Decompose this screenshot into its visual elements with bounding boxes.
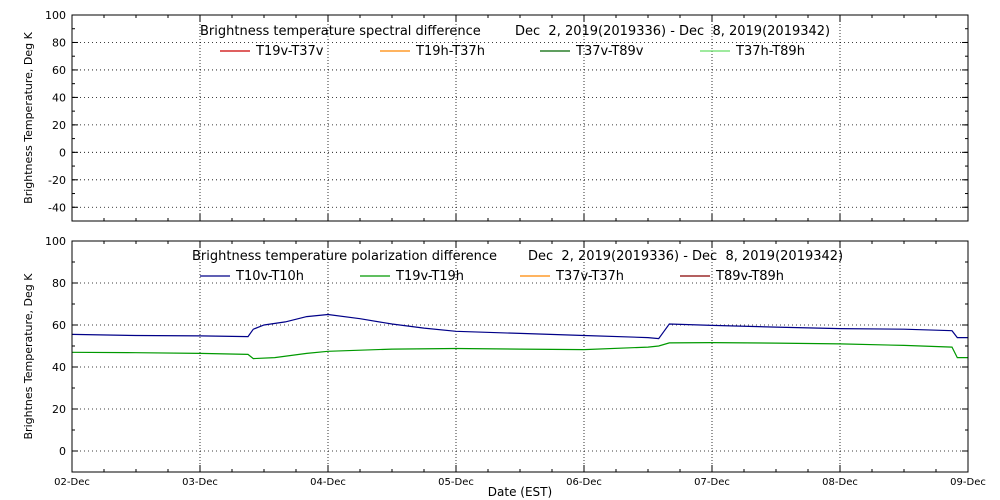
polarization-difference-panel: 0 20 40 60 80 100 02-Dec 03-Dec 04-Dec 05-Dec 06-D…	[22, 235, 986, 499]
x-tick-label: 05-Dec	[438, 477, 474, 488]
legend-label: T37v-T37h	[555, 269, 624, 284]
y-tick-label: 80	[52, 36, 66, 49]
legend-label: T10v-T10h	[235, 269, 304, 284]
x-tick-label: 08-Dec	[822, 477, 858, 488]
chart-title: Brightness temperature spectral differen…	[200, 24, 481, 39]
y-tick-label: 0	[59, 146, 66, 159]
y-tick-label: 0	[59, 445, 66, 458]
legend-label: T19v-T19h	[395, 269, 464, 284]
y-tick-label: 20	[52, 119, 66, 132]
y-tick-label: 100	[45, 235, 66, 248]
legend-label: T37h-T89h	[735, 44, 805, 59]
legend-label: T19h-T37h	[415, 44, 485, 59]
x-tick-label: 02-Dec	[54, 477, 90, 488]
x-tick-label: 03-Dec	[182, 477, 218, 488]
y-tick-label: 80	[52, 277, 66, 290]
y-tick-label: 40	[52, 361, 66, 374]
y-tick-label: -40	[48, 201, 66, 214]
y-tick-label: 40	[52, 91, 66, 104]
x-tick-label: 06-Dec	[566, 477, 602, 488]
x-axis-label: Date (EST)	[488, 485, 552, 499]
plot-frame	[71, 14, 969, 222]
y-tick-label: 60	[52, 64, 66, 77]
x-tick-label: 09-Dec	[950, 477, 986, 488]
legend-label: T19v-T37v	[255, 44, 324, 59]
plot-frame	[71, 240, 969, 473]
y-tick-label: 100	[45, 9, 66, 22]
y-tick-label: 20	[52, 403, 66, 416]
y-tick-label: 60	[52, 319, 66, 332]
legend-label: T37v-T89v	[575, 44, 644, 59]
series-line-t10v-t10h	[71, 313, 968, 340]
y-tick-label: -20	[48, 174, 66, 187]
legend-label: T89v-T89h	[715, 269, 784, 284]
y-axis-label: Brightnes Temperature, Deg K	[22, 273, 35, 440]
chart-title: Brightness temperature polarization diff…	[192, 249, 497, 264]
chart-date-range: Dec 2, 2019(2019336) - Dec 8, 2019(20193…	[528, 249, 843, 264]
spectral-difference-panel: -40 -20 0 20 40 60 80 100 Brightness temperature…	[22, 9, 969, 222]
chart-date-range: Dec 2, 2019(2019336) - Dec 8, 2019(20193…	[515, 24, 830, 39]
y-axis-label: Brightness Temperature, Deg K	[22, 31, 35, 203]
x-tick-label: 07-Dec	[694, 477, 730, 488]
series-line-t19v-t19h	[71, 341, 968, 360]
x-tick-label: 04-Dec	[310, 477, 346, 488]
